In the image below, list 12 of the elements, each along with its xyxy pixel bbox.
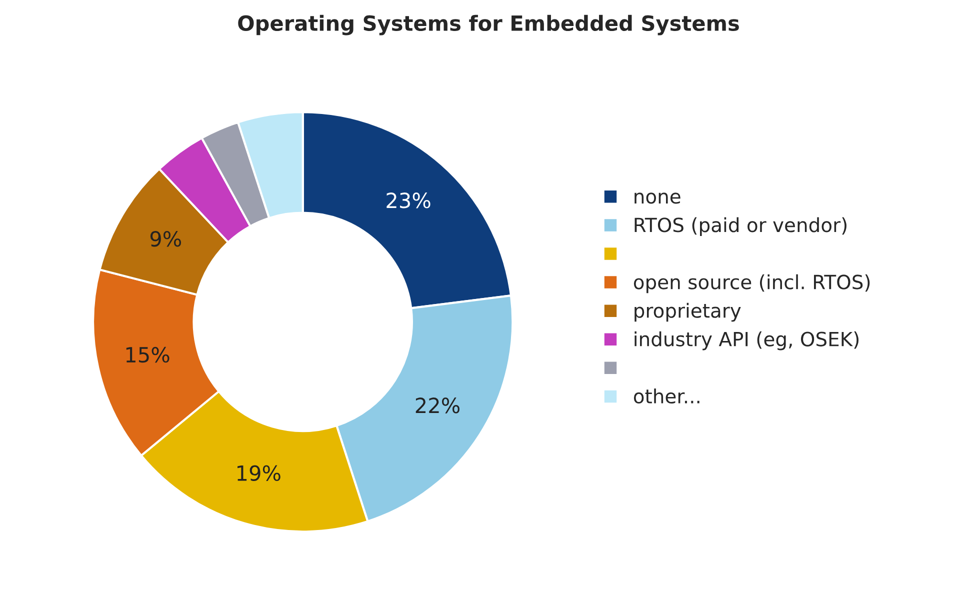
chart-title: Operating Systems for Embedded Systems [238, 14, 739, 36]
legend-label: RTOS (paid or vendor) [634, 217, 846, 236]
legend-label: other... [634, 388, 700, 404]
legend-label: industry API (eg, OSEK) [634, 331, 858, 350]
legend-label: proprietary [634, 302, 741, 322]
data-label: 22% [416, 398, 460, 414]
data-label: 23% [386, 192, 430, 208]
data-label: 15% [126, 346, 170, 363]
legend-label: open source (incl. RTOS) [634, 274, 870, 294]
data-label: 19% [238, 465, 280, 481]
legend-label: none [634, 192, 680, 204]
data-label: 9% [150, 230, 182, 247]
